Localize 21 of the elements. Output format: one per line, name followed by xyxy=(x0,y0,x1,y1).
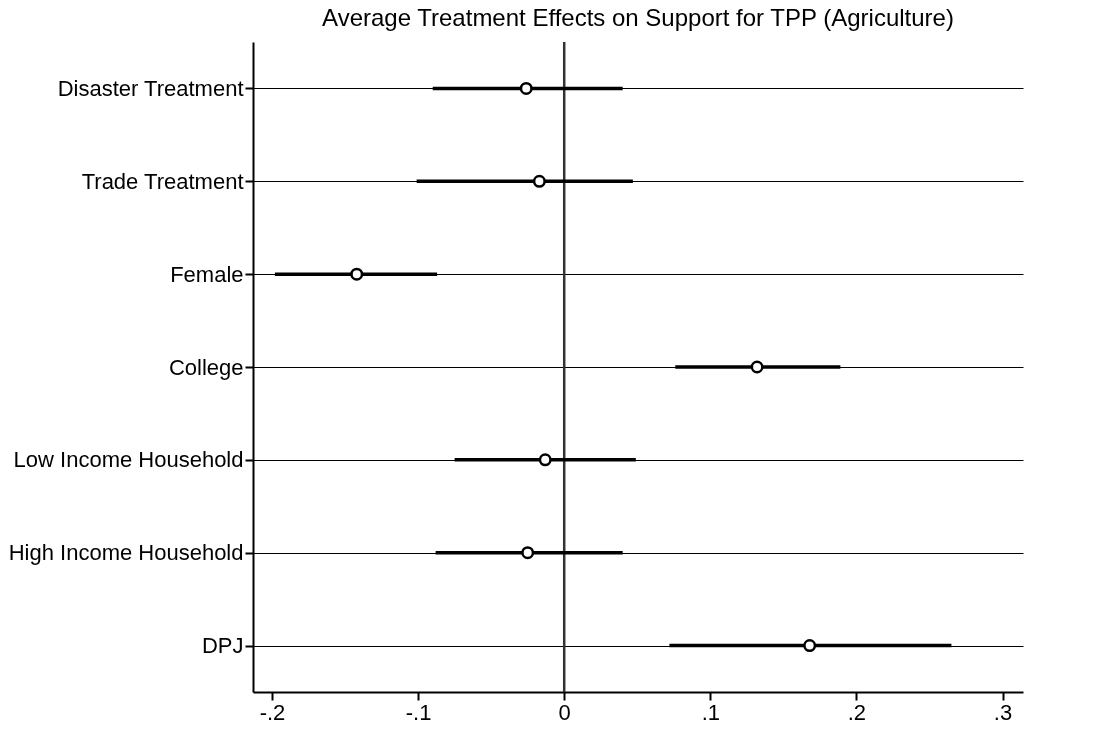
x-tick-label: -.2 xyxy=(259,699,286,725)
x-tick-label: -.1 xyxy=(405,699,432,725)
point xyxy=(750,360,764,374)
y-tick-label: DPJ xyxy=(201,633,244,659)
point xyxy=(350,267,364,281)
point xyxy=(521,546,535,560)
x-tick-label: .1 xyxy=(701,699,720,725)
point xyxy=(532,174,546,188)
point xyxy=(538,453,552,467)
point xyxy=(519,81,533,95)
x-tick-label: 0 xyxy=(558,699,571,725)
y-tick-label: Trade Treatment xyxy=(81,168,244,194)
y-tick-label: College xyxy=(168,354,244,380)
y-tick-label: High Income Household xyxy=(8,540,244,566)
y-tick-label: Low Income Household xyxy=(13,447,244,473)
chart-title: Average Treatment Effects on Support for TPP (Agriculture) xyxy=(322,3,954,31)
x-tick-label: .3 xyxy=(993,699,1013,725)
y-tick-label: Disaster Treatment xyxy=(57,75,244,101)
point xyxy=(803,639,817,653)
y-tick-label: Female xyxy=(170,261,244,287)
x-tick-label: .2 xyxy=(847,699,867,725)
